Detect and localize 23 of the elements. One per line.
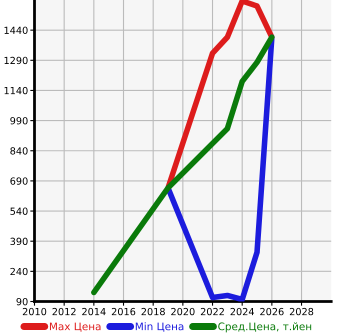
x-tick-label: 2018 — [142, 308, 165, 316]
x-tick-label: 2024 — [230, 308, 254, 316]
x-tick-label: 2014 — [82, 308, 106, 316]
y-tick-label: 390 — [10, 238, 28, 246]
x-tick-label: 2026 — [260, 308, 284, 316]
x-tick-label: 2028 — [290, 308, 314, 316]
legend-label: Min Цена — [136, 322, 184, 332]
x-tick-label: 2012 — [52, 308, 76, 316]
y-tick-label: 240 — [10, 268, 28, 276]
y-tick-label: 1290 — [4, 56, 28, 64]
legend-label: Сред.Цена, т.йен — [218, 322, 312, 332]
y-tick-label: 690 — [10, 177, 28, 185]
x-tick-label: 2022 — [200, 308, 224, 316]
legend-label: Max Цена — [50, 322, 101, 332]
x-tick-label: 2016 — [112, 308, 136, 316]
y-tick-label: 990 — [10, 117, 28, 124]
y-tick-label: 1140 — [4, 86, 28, 94]
x-tick-label: 2020 — [171, 308, 195, 316]
x-tick-label: 2010 — [22, 308, 46, 316]
y-tick-label: 840 — [10, 147, 28, 155]
y-tick-label: 540 — [10, 208, 28, 215]
y-tick-label: 1440 — [4, 26, 28, 34]
y-tick-label: 90 — [16, 298, 28, 306]
